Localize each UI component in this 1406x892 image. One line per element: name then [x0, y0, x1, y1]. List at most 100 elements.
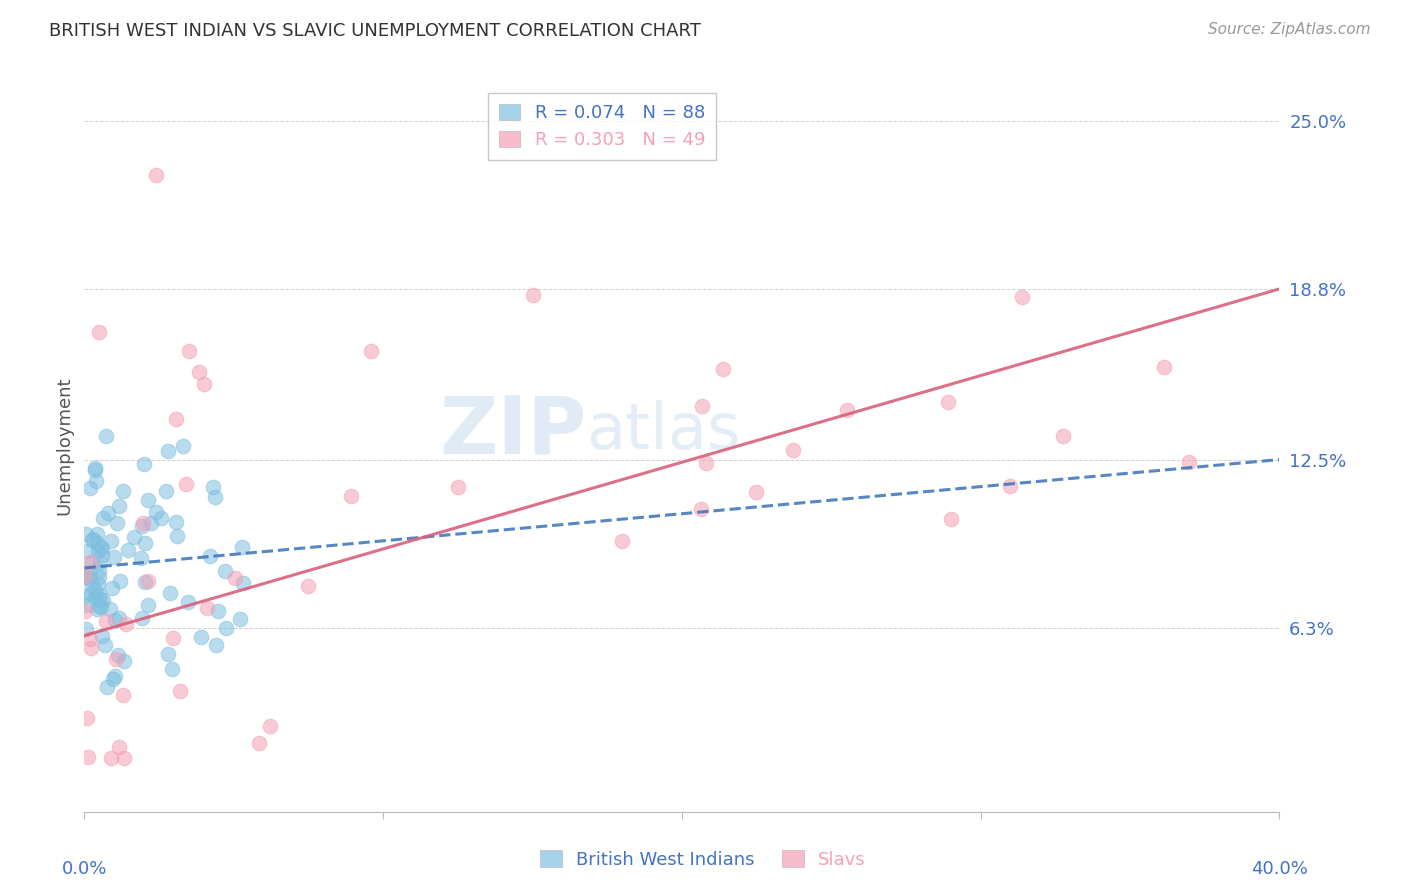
Legend: R = 0.074   N = 88, R = 0.303   N = 49: R = 0.074 N = 88, R = 0.303 N = 49 [488, 93, 716, 161]
Point [84, 463, 107, 477]
Point [447, 480, 470, 494]
Point [145, 168, 167, 182]
Point [160, 662, 183, 676]
Point [112, 750, 135, 764]
Point [96, 614, 118, 628]
Point [136, 493, 159, 508]
Point [837, 402, 859, 417]
Point [157, 647, 180, 661]
Point [91, 541, 114, 556]
Point [138, 599, 160, 613]
Point [97, 506, 120, 520]
Point [108, 740, 131, 755]
Point [129, 551, 152, 566]
Point [190, 630, 212, 644]
Point [1052, 428, 1074, 442]
Point [104, 669, 127, 683]
Point [176, 476, 198, 491]
Point [131, 518, 153, 533]
Point [101, 673, 124, 687]
Y-axis label: Unemployment: Unemployment [55, 376, 73, 516]
Point [75, 622, 97, 636]
Point [689, 502, 711, 516]
Point [82, 533, 104, 548]
Point [124, 531, 146, 545]
Point [214, 564, 236, 578]
Point [159, 586, 181, 600]
Point [165, 412, 187, 426]
Point [690, 399, 713, 413]
Point [169, 684, 191, 698]
Point [80, 578, 103, 592]
Point [782, 442, 804, 457]
Point [340, 489, 363, 503]
Point [87, 569, 110, 583]
Point [103, 550, 125, 565]
Point [79, 555, 101, 569]
Point [73, 570, 96, 584]
Point [134, 536, 156, 550]
Point [86, 543, 108, 558]
Point [695, 456, 717, 470]
Legend: British West Indians, Slavs: British West Indians, Slavs [533, 843, 873, 876]
Point [1011, 290, 1033, 304]
Point [231, 540, 253, 554]
Point [1178, 455, 1201, 469]
Point [177, 595, 200, 609]
Point [107, 648, 129, 663]
Point [134, 457, 156, 471]
Point [96, 680, 118, 694]
Point [89, 325, 111, 339]
Point [89, 592, 111, 607]
Point [100, 534, 122, 549]
Point [111, 689, 134, 703]
Point [89, 599, 111, 613]
Point [75, 569, 97, 583]
Point [229, 612, 252, 626]
Text: BRITISH WEST INDIAN VS SLAVIC UNEMPLOYMENT CORRELATION CHART: BRITISH WEST INDIAN VS SLAVIC UNEMPLOYME… [49, 22, 702, 40]
Point [360, 344, 382, 359]
Point [77, 571, 100, 585]
Text: 40.0%: 40.0% [1251, 861, 1308, 879]
Point [139, 516, 162, 531]
Point [76, 598, 98, 612]
Point [165, 515, 187, 529]
Point [177, 344, 200, 359]
Point [224, 571, 246, 585]
Point [89, 556, 111, 570]
Point [215, 621, 238, 635]
Point [232, 576, 254, 591]
Point [87, 588, 110, 602]
Point [198, 549, 221, 563]
Point [188, 365, 211, 379]
Point [108, 611, 131, 625]
Point [1000, 479, 1022, 493]
Point [297, 579, 319, 593]
Point [105, 516, 128, 530]
Point [86, 527, 108, 541]
Point [80, 555, 103, 569]
Point [79, 586, 101, 600]
Point [744, 485, 766, 500]
Point [84, 461, 107, 475]
Point [936, 395, 959, 409]
Point [172, 439, 194, 453]
Point [522, 288, 544, 302]
Point [76, 710, 98, 724]
Point [75, 604, 97, 618]
Point [87, 564, 110, 578]
Point [204, 491, 226, 505]
Point [247, 736, 270, 750]
Point [80, 640, 103, 655]
Point [150, 511, 173, 525]
Point [93, 592, 115, 607]
Point [166, 529, 188, 543]
Point [201, 480, 224, 494]
Point [86, 602, 108, 616]
Text: atlas: atlas [586, 401, 741, 462]
Point [117, 543, 139, 558]
Point [90, 599, 112, 614]
Point [84, 475, 107, 489]
Point [193, 376, 215, 391]
Point [134, 575, 156, 590]
